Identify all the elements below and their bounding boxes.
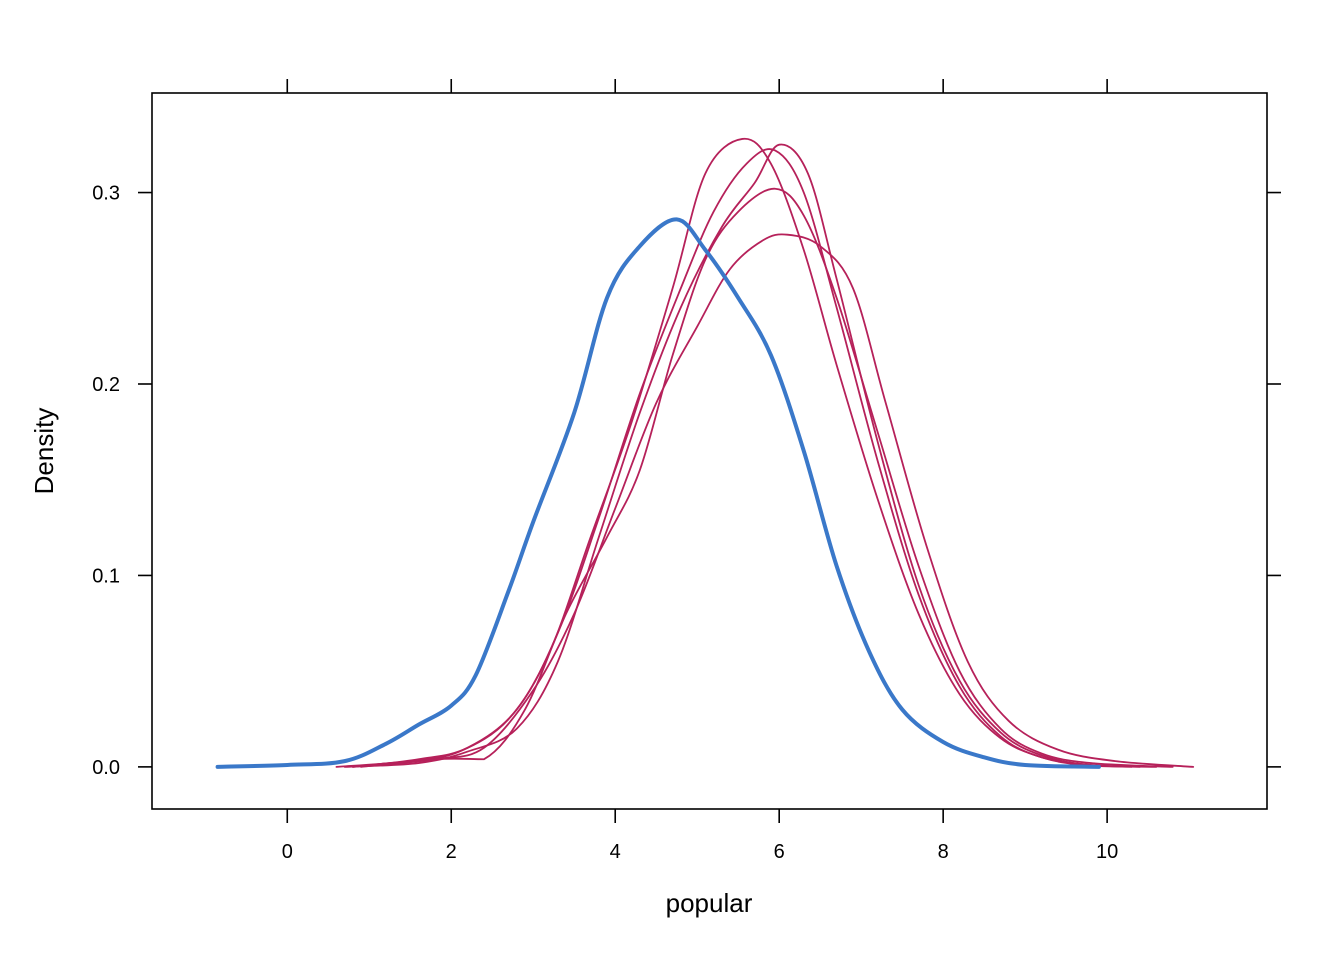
observed-density-line	[215, 217, 1101, 769]
x-tick-label: 2	[446, 841, 457, 863]
axis-tick-labels: 0 2 4 6 8 10 0.0 0.1 0.2 0.3	[92, 183, 1118, 863]
x-axis-label: popular	[666, 888, 753, 918]
plot-frame	[151, 92, 1268, 810]
x-tick-label: 0	[282, 841, 293, 863]
imputed-density-line	[360, 233, 1195, 768]
y-tick-label: 0.3	[92, 183, 120, 205]
y-axis-label: Density	[29, 408, 59, 495]
imputed-density-line	[343, 143, 1158, 768]
y-tick-label: 0.2	[92, 374, 120, 396]
imputed-density-line	[335, 137, 1133, 768]
axis-ticks	[138, 79, 1281, 823]
x-tick-label: 4	[610, 841, 621, 863]
x-tick-label: 10	[1096, 841, 1118, 863]
density-lines	[215, 137, 1195, 769]
x-tick-label: 6	[774, 841, 785, 863]
x-tick-label: 8	[938, 841, 949, 863]
y-tick-label: 0.0	[92, 757, 120, 779]
y-tick-label: 0.1	[92, 565, 120, 587]
imputed-density-line	[351, 187, 1174, 768]
imputed-density-line	[351, 148, 1141, 768]
